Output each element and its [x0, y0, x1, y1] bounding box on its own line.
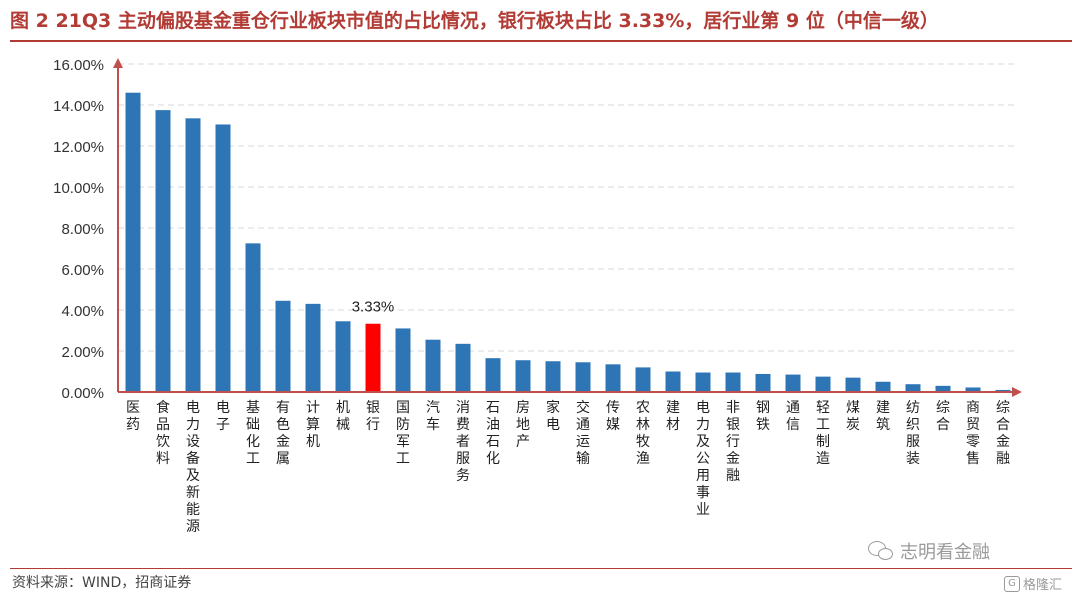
y-tick-label: 14.00% [53, 98, 104, 115]
annotations: 3.33% [352, 299, 395, 316]
category-label: 综合 [936, 400, 950, 433]
site-watermark-text: 格隆汇 [1023, 578, 1063, 593]
bar-24 [845, 377, 861, 392]
category-label: 轻工制造 [816, 400, 830, 467]
bar-7 [335, 321, 351, 392]
bar-18 [665, 371, 681, 392]
category-label: 通信 [786, 400, 800, 433]
category-label: 商贸零售 [966, 400, 980, 467]
y-tick-label: 8.00% [61, 221, 104, 238]
y-tick-label: 6.00% [61, 262, 104, 279]
bar-25 [875, 381, 891, 392]
figure-title: 图 2 21Q3 主动偏股基金重仓行业板块市值的占比情况，银行板块占比 3.33… [10, 10, 939, 32]
source-note: 资料来源：WIND，招商证券 [12, 575, 192, 591]
bar-6 [305, 303, 321, 392]
bar-26 [905, 384, 921, 392]
category-label: 机械 [336, 400, 350, 433]
title-divider [10, 40, 1072, 42]
bar-23 [815, 376, 831, 392]
bar-10 [425, 339, 441, 392]
bar-9 [395, 328, 411, 392]
category-label: 消费者服务 [456, 400, 470, 484]
bar-1 [155, 110, 171, 392]
category-label: 银行 [366, 400, 380, 433]
source-divider [10, 568, 1072, 569]
category-label: 有色金属 [276, 400, 290, 467]
category-label: 综合金融 [996, 400, 1010, 467]
highlight-value-label: 3.33% [352, 299, 395, 316]
category-label: 国防军工 [396, 400, 410, 467]
category-label: 电力设备及新能源 [186, 400, 200, 535]
bar-20 [725, 372, 741, 392]
bar-2 [185, 118, 201, 392]
category-label: 建筑 [876, 400, 890, 433]
y-tick-label: 0.00% [61, 385, 104, 402]
bar-3 [215, 124, 231, 392]
category-label: 农林牧渔 [636, 400, 650, 467]
wechat-watermark-text: 志明看金融 [900, 542, 990, 563]
category-label: 食品饮料 [156, 399, 170, 467]
bar-8 [365, 323, 381, 392]
category-label: 汽车 [426, 400, 440, 433]
category-label: 传媒 [606, 400, 620, 433]
bar-28 [965, 387, 981, 392]
gelonghui-logo-icon: G [1004, 575, 1020, 592]
y-tick-label: 16.00% [53, 57, 104, 74]
wechat-icon [868, 541, 894, 561]
axes [113, 58, 1022, 397]
bar-0 [125, 92, 141, 392]
site-watermark: G 格隆汇 [1004, 574, 1062, 593]
category-label: 电力及公用事业 [696, 400, 710, 518]
gridlines [118, 63, 1018, 352]
bar-13 [515, 360, 531, 392]
y-tick-label: 10.00% [53, 180, 104, 197]
category-label: 医药 [126, 400, 140, 433]
category-label: 基础化工 [246, 399, 260, 467]
bar-12 [485, 358, 501, 392]
category-label: 房地产 [516, 400, 530, 450]
category-label: 非银行金融 [726, 400, 740, 484]
category-label: 建材 [666, 400, 680, 433]
bar-16 [605, 364, 621, 392]
y-tick-label: 12.00% [53, 139, 104, 156]
bar-17 [635, 367, 651, 392]
category-label: 交通运输 [576, 399, 590, 467]
bars [125, 92, 1011, 392]
bar-19 [695, 372, 711, 392]
bar-15 [575, 362, 591, 392]
y-tick-label: 4.00% [61, 303, 104, 320]
category-label: 钢铁 [756, 400, 770, 433]
y-axis-arrow [113, 58, 123, 68]
bar-11 [455, 343, 471, 392]
bar-22 [785, 374, 801, 392]
bar-4 [245, 243, 261, 392]
wechat-watermark: 志明看金融 [868, 538, 990, 564]
category-label: 石油石化 [486, 400, 500, 467]
bar-5 [275, 300, 291, 392]
category-label: 煤炭 [846, 400, 860, 433]
y-tick-labels: 0.00% 2.00% 4.00% 6.00% 8.00% 10.00% 12.00% 14.… [53, 57, 104, 402]
bar-27 [935, 385, 951, 392]
category-label: 纺织服装 [906, 400, 920, 467]
y-tick-label: 2.00% [61, 344, 104, 361]
category-label: 家电 [546, 399, 560, 433]
bar-21 [755, 373, 771, 392]
category-label: 电子 [216, 400, 230, 433]
bar-29 [995, 389, 1011, 392]
x-axis-arrow [1012, 387, 1022, 397]
bar-14 [545, 361, 561, 392]
category-label: 计算机 [306, 400, 320, 450]
